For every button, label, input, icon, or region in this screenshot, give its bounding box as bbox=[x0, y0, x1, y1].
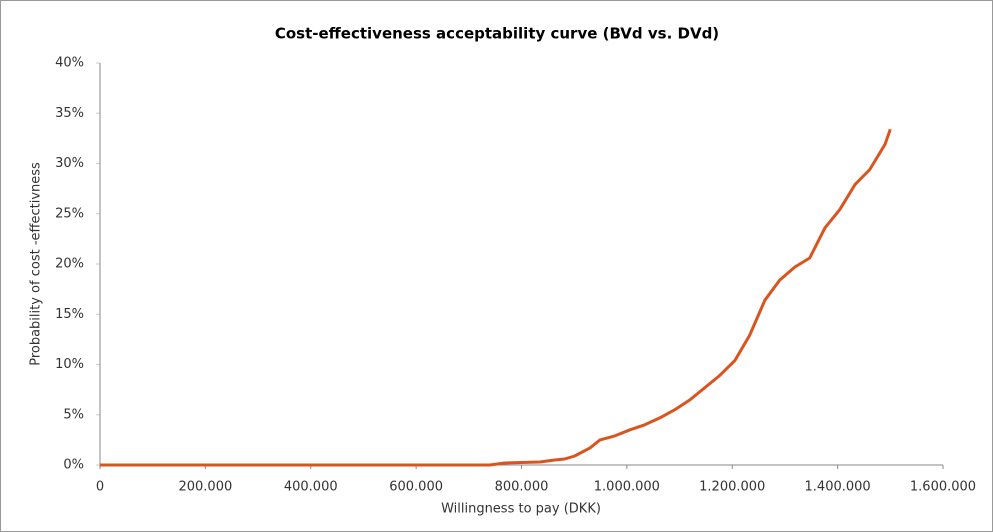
x-axis-label: Willingness to pay (DKK) bbox=[441, 502, 601, 517]
x-tick-label: 1.200.000 bbox=[699, 480, 765, 495]
x-tick-label: 0 bbox=[96, 480, 104, 495]
y-tick-label: 15% bbox=[55, 307, 84, 322]
x-tick-label: 800.000 bbox=[495, 480, 549, 495]
x-tick-label: 400.000 bbox=[284, 480, 338, 495]
x-tick-label: 600.000 bbox=[389, 480, 443, 495]
y-tick-label: 10% bbox=[55, 357, 84, 372]
y-tick-label: 0% bbox=[63, 458, 84, 473]
x-tick-label: 1.000.000 bbox=[594, 480, 660, 495]
y-tick-label: 30% bbox=[55, 156, 84, 171]
x-tick-label: 1.600.000 bbox=[910, 480, 976, 495]
x-tick-label: 1.400.000 bbox=[805, 480, 871, 495]
y-tick-label: 20% bbox=[55, 257, 84, 272]
chart-title: Cost-effectiveness acceptability curve (… bbox=[275, 25, 719, 43]
data-line bbox=[100, 128, 892, 467]
x-tick-label: 200.000 bbox=[178, 480, 232, 495]
y-tick-label: 35% bbox=[55, 106, 84, 121]
y-tick-label: 40% bbox=[55, 56, 84, 71]
y-tick-label: 25% bbox=[55, 206, 84, 221]
y-axis-label: Probability of cost -effectivness bbox=[29, 162, 44, 366]
y-tick-label: 5% bbox=[63, 407, 84, 422]
